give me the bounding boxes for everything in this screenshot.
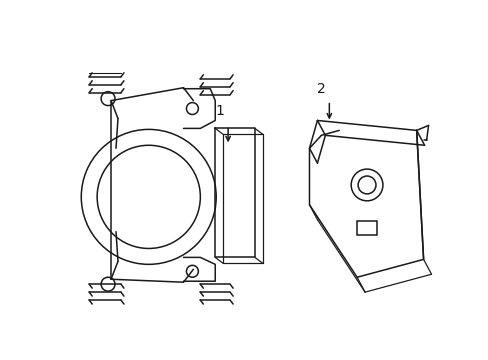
Bar: [356, 221, 376, 235]
Text: 2: 2: [316, 82, 325, 96]
Text: 1: 1: [215, 104, 224, 118]
